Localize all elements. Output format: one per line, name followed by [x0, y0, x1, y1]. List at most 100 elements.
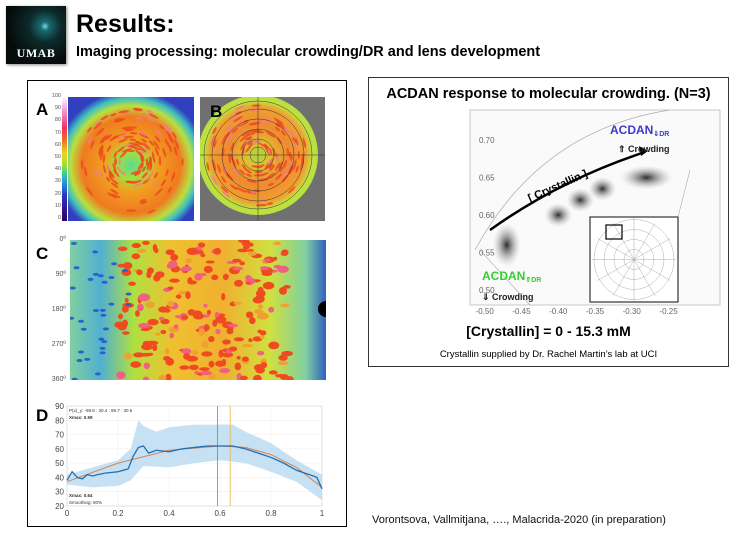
texture-blob — [206, 162, 210, 171]
texture-blob — [171, 131, 177, 139]
texture-blob — [256, 312, 269, 320]
texture-blob — [185, 291, 191, 300]
texture-blob — [266, 202, 274, 206]
texture-blob — [105, 176, 111, 182]
texture-blob — [205, 260, 215, 264]
texture-blob — [109, 113, 117, 117]
colorbar-tick: 10 — [54, 202, 61, 209]
texture-blob — [171, 171, 176, 182]
texture-blob — [211, 175, 218, 185]
colorbar-tick: 30 — [54, 178, 61, 185]
subscript: ⇓DR — [653, 130, 669, 138]
texture-blob — [84, 166, 88, 177]
texture-blob — [242, 245, 250, 250]
texture-blob — [221, 358, 227, 367]
texture-blob — [106, 164, 110, 172]
texture-blob — [167, 186, 173, 194]
texture-blob — [94, 372, 101, 376]
texture-blob — [136, 269, 143, 276]
panel-c-y-tick: 0º — [59, 236, 66, 243]
texture-blob — [134, 310, 140, 317]
texture-blob — [169, 332, 175, 339]
texture-blob — [125, 292, 132, 296]
y-tick-label: 70 — [55, 431, 64, 440]
crowding-up-label: ⇑ Crowding — [618, 144, 670, 154]
texture-blob — [245, 281, 251, 285]
y-tick-label: 0.50 — [479, 286, 495, 295]
texture-blob — [142, 240, 150, 245]
texture-blob — [141, 155, 145, 162]
texture-blob — [283, 159, 287, 169]
texture-blob — [180, 267, 187, 272]
guide-line — [479, 249, 531, 306]
texture-blob — [101, 340, 108, 344]
texture-blob — [109, 135, 117, 142]
texture-blob — [233, 337, 245, 342]
texture-blob — [100, 149, 104, 161]
texture-blob — [117, 323, 127, 331]
texture-blob — [99, 135, 107, 144]
panel-c-y-tick: 270º — [51, 341, 66, 348]
texture-blob — [293, 140, 297, 151]
inset-zoom-box — [605, 224, 623, 240]
texture-blob — [226, 172, 234, 182]
texture-blob — [221, 176, 227, 183]
x-tick-label: -0.45 — [512, 307, 531, 316]
texture-blob — [113, 119, 123, 123]
texture-blob — [128, 281, 136, 286]
texture-blob — [191, 350, 199, 356]
colorbar-tick: 100 — [51, 93, 61, 99]
texture-blob — [164, 308, 171, 313]
texture-blob — [148, 140, 155, 147]
texture-blob — [121, 269, 128, 273]
data-point-cloud — [620, 165, 673, 190]
texture-blob — [125, 303, 132, 307]
texture-blob — [131, 242, 142, 249]
texture-blob — [292, 158, 297, 171]
texture-blob — [80, 327, 87, 331]
texture-blob — [281, 249, 289, 256]
panel-b-image — [200, 97, 325, 221]
panel-c-y-tick: 360º — [51, 376, 66, 383]
y-tick-label: 0.55 — [479, 249, 495, 258]
texture-blob — [117, 246, 128, 252]
texture-blob — [108, 276, 115, 280]
texture-blob — [272, 147, 276, 157]
texture-blob — [119, 150, 128, 159]
texture-blob — [203, 265, 213, 274]
panel-c-image — [70, 240, 326, 380]
texture-blob — [213, 247, 222, 255]
texture-blob — [87, 135, 93, 145]
panel-c-y-tick: 180º — [51, 306, 66, 313]
texture-blob — [86, 186, 93, 196]
texture-blob — [232, 167, 240, 176]
texture-blob — [165, 169, 169, 177]
texture-blob — [139, 198, 147, 203]
texture-blob — [133, 140, 145, 146]
texture-blob — [70, 316, 75, 320]
texture-blob — [114, 117, 122, 121]
texture-blob — [226, 327, 234, 335]
slide-subtitle: Imaging processing: molecular crowding/D… — [76, 44, 541, 60]
texture-blob — [102, 164, 107, 174]
inset-connector — [677, 169, 691, 218]
colorbar-tick: 50 — [54, 154, 61, 160]
acdan-panel-title: ACDAN response to molecular crowding. (N… — [386, 86, 711, 102]
texture-blob — [284, 126, 291, 135]
texture-blob — [122, 262, 133, 270]
colorbar-tick: 90 — [54, 105, 61, 112]
texture-blob — [80, 159, 84, 170]
texture-blob — [138, 133, 149, 139]
texture-blob — [197, 250, 204, 254]
texture-blob — [140, 352, 152, 357]
texture-blob — [109, 171, 115, 179]
texture-blob — [262, 281, 275, 290]
texture-blob — [158, 155, 162, 166]
texture-blob — [138, 145, 147, 153]
texture-blob — [234, 105, 246, 111]
texture-blob — [212, 159, 217, 172]
texture-blob — [241, 164, 247, 170]
phasor-inset — [589, 169, 691, 303]
texture-blob — [211, 274, 219, 281]
texture-blob — [261, 271, 273, 277]
